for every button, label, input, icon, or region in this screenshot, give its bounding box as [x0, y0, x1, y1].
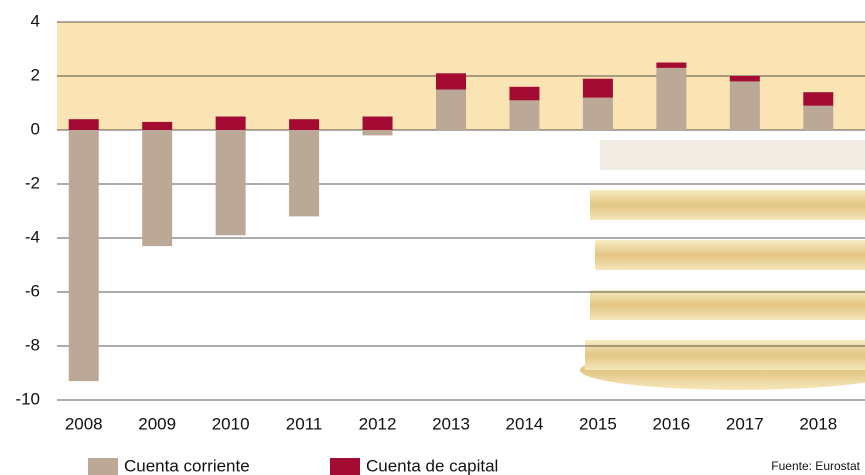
bar [142, 130, 172, 246]
bar [509, 87, 539, 101]
bar [730, 76, 760, 81]
bar [803, 92, 833, 106]
x-tick-label: 2016 [652, 414, 690, 433]
bar [509, 100, 539, 130]
x-tick-label: 2018 [799, 414, 837, 433]
bar [656, 63, 686, 68]
bar [289, 130, 319, 216]
bar [69, 130, 99, 381]
y-tick-label: -8 [25, 335, 40, 354]
x-tick-label: 2015 [579, 414, 617, 433]
x-tick-label: 2013 [432, 414, 470, 433]
bar [363, 130, 393, 135]
bar [289, 119, 319, 130]
bar [656, 68, 686, 130]
legend-label: Cuenta corriente [124, 456, 250, 475]
legend-label: Cuenta de capital [366, 456, 498, 475]
bar [142, 122, 172, 130]
bar [363, 117, 393, 131]
legend-swatch [88, 458, 118, 475]
x-tick-label: 2017 [726, 414, 764, 433]
x-tick-label: 2009 [138, 414, 176, 433]
bar [583, 79, 613, 98]
y-tick-label: 0 [31, 119, 40, 138]
bar [436, 73, 466, 89]
chart: -10 -8 -6 -4 -2 0 2 4 2008 2009 2010 2011 2012 2013 20… [0, 0, 865, 475]
y-tick-label: -6 [25, 281, 40, 300]
bar [583, 98, 613, 130]
bar [69, 119, 99, 130]
y-tick-label: -4 [25, 227, 40, 246]
x-tick-label: 2012 [359, 414, 397, 433]
y-tick-label: 4 [31, 11, 40, 30]
bar [216, 117, 246, 131]
x-tick-label: 2011 [286, 414, 323, 433]
legend-swatch [330, 458, 360, 475]
source-note: Fuente: Eurostat [771, 459, 860, 473]
coins-decoration [580, 140, 865, 390]
bar [803, 106, 833, 130]
x-tick-label: 2014 [506, 414, 544, 433]
y-tick-label: -2 [25, 173, 40, 192]
bar [216, 130, 246, 235]
y-tick-label: -10 [15, 389, 40, 408]
bar [436, 90, 466, 131]
x-tick-label: 2010 [212, 414, 250, 433]
bar [730, 81, 760, 130]
y-tick-label: 2 [31, 65, 40, 84]
x-tick-label: 2008 [65, 414, 103, 433]
